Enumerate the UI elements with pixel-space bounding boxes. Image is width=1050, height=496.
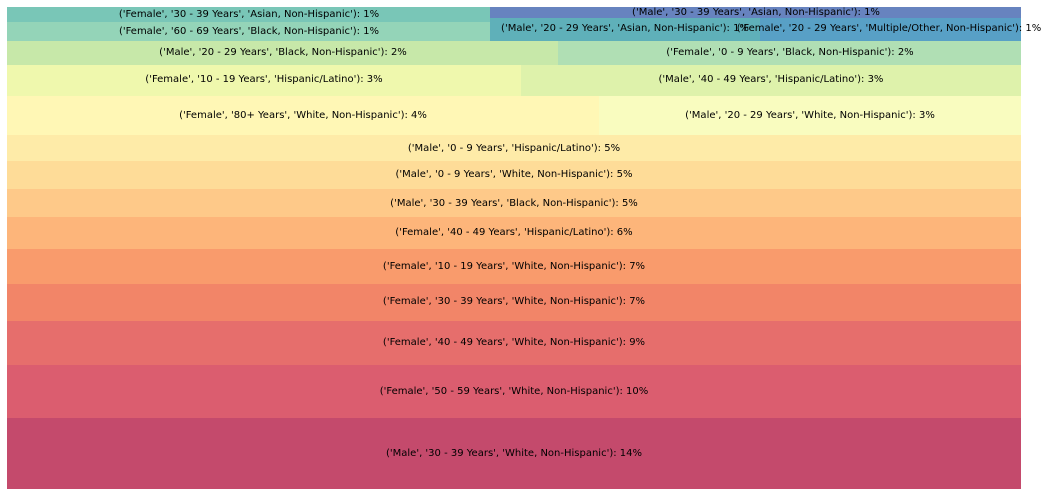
treemap-cell-label: ('Female', '80+ Years', 'White, Non-Hisp… [179,110,427,121]
treemap-cell-label: ('Female', '30 - 39 Years', 'White, Non-… [383,296,645,307]
treemap-cell [7,321,1021,365]
treemap-cell-label: ('Male', '40 - 49 Years', 'Hispanic/Lati… [659,74,884,85]
treemap-cell [7,7,490,22]
treemap-cell [7,189,1021,217]
treemap-cell [7,41,558,65]
treemap-cell-label: ('Male', '20 - 29 Years', 'Asian, Non-Hi… [501,23,749,34]
treemap-cell [7,22,490,41]
treemap-cell-label: ('Female', '0 - 9 Years', 'Black, Non-Hi… [666,47,913,58]
treemap-cell-label: ('Female', '20 - 29 Years', 'Multiple/Ot… [737,23,1042,34]
treemap-cell-label: ('Female', '40 - 49 Years', 'White, Non-… [383,337,645,348]
treemap-cell-label: ('Female', '10 - 19 Years', 'Hispanic/La… [145,74,382,85]
treemap-cell [7,217,1021,249]
treemap-cell-label: ('Female', '60 - 69 Years', 'Black, Non-… [119,26,379,37]
treemap-cell-label: ('Male', '20 - 29 Years', 'Black, Non-Hi… [159,47,407,58]
treemap-cell [7,365,1021,418]
treemap-cell [7,65,521,96]
treemap-cell-label: ('Female', '50 - 59 Years', 'White, Non-… [380,386,649,397]
treemap-cell-label: ('Male', '0 - 9 Years', 'White, Non-Hisp… [396,169,633,180]
treemap-cell [7,96,599,135]
treemap-cell [490,7,1021,18]
treemap-cell-label: ('Male', '20 - 29 Years', 'White, Non-Hi… [685,110,935,121]
treemap-cell [7,135,1021,161]
treemap-cell [558,41,1021,65]
treemap-cell [7,249,1021,284]
treemap-cell-label: ('Female', '10 - 19 Years', 'White, Non-… [383,261,645,272]
treemap-cell-label: ('Male', '30 - 39 Years', 'Asian, Non-Hi… [632,7,880,18]
treemap-cell-label: ('Female', '30 - 39 Years', 'Asian, Non-… [119,9,379,20]
treemap-cell [760,18,1021,41]
treemap-cell [7,161,1021,189]
treemap-cell [599,96,1021,135]
treemap-cell-label: ('Male', '30 - 39 Years', 'Black, Non-Hi… [390,198,638,209]
treemap-cell-label: ('Male', '30 - 39 Years', 'White, Non-Hi… [386,448,642,459]
treemap-cell [7,284,1021,321]
treemap-cell [7,418,1021,489]
treemap-cell-label: ('Male', '0 - 9 Years', 'Hispanic/Latino… [408,143,620,154]
treemap-cell-label: ('Female', '40 - 49 Years', 'Hispanic/La… [395,227,632,238]
treemap-cell [490,18,760,41]
treemap-cell [521,65,1021,96]
